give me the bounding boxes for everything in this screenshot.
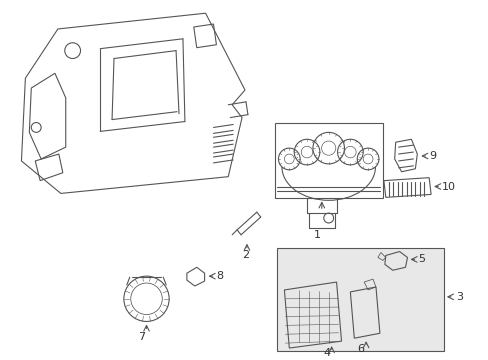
Text: 4: 4 xyxy=(323,348,329,358)
Text: 6: 6 xyxy=(357,344,364,354)
Text: 3: 3 xyxy=(455,292,462,302)
Polygon shape xyxy=(277,248,443,351)
Text: 2: 2 xyxy=(242,251,249,261)
Text: 7: 7 xyxy=(138,332,145,342)
Text: 9: 9 xyxy=(428,151,435,161)
Text: 1: 1 xyxy=(313,230,320,240)
Text: 10: 10 xyxy=(441,181,455,192)
Text: 8: 8 xyxy=(216,271,223,281)
Text: 5: 5 xyxy=(417,255,425,264)
